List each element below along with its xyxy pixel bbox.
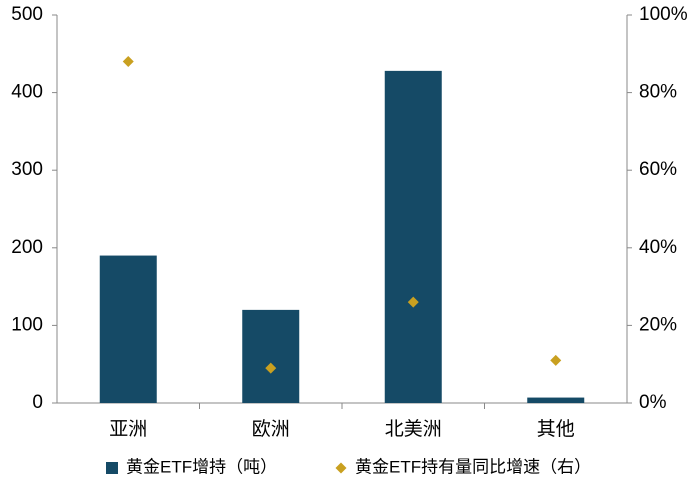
x-tick-label: 亚洲 (109, 419, 147, 440)
y-tick-label: 300 (11, 159, 43, 180)
marker (550, 354, 562, 366)
marker (122, 56, 134, 68)
x-tick-label: 北美洲 (385, 418, 442, 440)
bar (527, 397, 585, 403)
marker (265, 362, 277, 374)
y2-tick-label: 20% (639, 314, 677, 335)
legend-label: 黄金ETF增持（吨） (126, 457, 277, 476)
x-tick-label: 其他 (537, 418, 575, 440)
bar (242, 309, 300, 403)
y-tick-label: 200 (11, 237, 43, 258)
legend-marker (335, 462, 347, 474)
bar (384, 70, 442, 403)
y-tick-label: 400 (11, 82, 43, 103)
y2-tick-label: 60% (639, 159, 677, 180)
y-tick-label: 500 (11, 4, 43, 25)
y2-tick-label: 80% (639, 82, 677, 103)
x-tick-label: 欧洲 (252, 418, 290, 440)
legend-label: 黄金ETF持有量同比增速（右） (355, 457, 591, 476)
bar (99, 255, 157, 403)
y2-tick-label: 40% (639, 237, 677, 258)
y2-tick-label: 0% (639, 392, 667, 413)
y2-tick-label: 100% (639, 4, 688, 25)
marker (407, 296, 419, 308)
y-tick-label: 0 (32, 392, 43, 413)
legend-marker (106, 462, 118, 474)
y-tick-label: 100 (11, 314, 43, 335)
